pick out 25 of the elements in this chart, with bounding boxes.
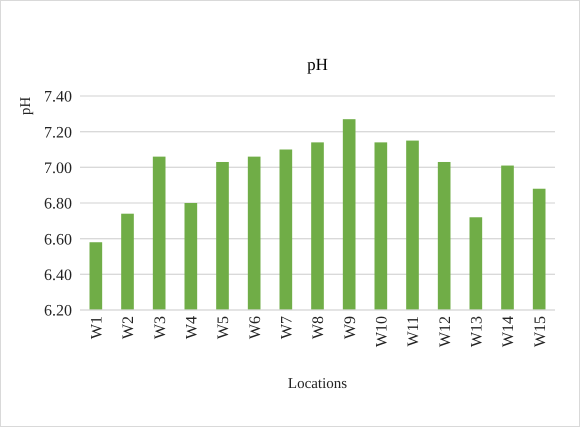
y-tick-label: 6.60: [44, 231, 72, 248]
x-tick-label: W10: [373, 316, 390, 348]
x-tick-label: W11: [405, 316, 422, 347]
x-tick-label: W3: [152, 316, 169, 340]
x-tick-label: W6: [246, 316, 264, 340]
y-tick-label: 7.00: [44, 160, 72, 177]
x-tick-label: W1: [88, 316, 106, 340]
x-tick-label: W12: [436, 316, 454, 348]
x-tick-label: W4: [183, 316, 200, 340]
x-tick-label: W7: [278, 316, 296, 340]
x-tick-label: W8: [310, 316, 328, 340]
y-tick-label: 6.20: [44, 302, 72, 320]
chart-title: pH: [307, 55, 328, 74]
x-tick-label: W5: [215, 316, 232, 340]
x-tick-label: W14: [500, 316, 518, 348]
y-tick-label: 7.20: [44, 124, 72, 142]
y-tick-label: 6.40: [44, 266, 72, 284]
x-axis-title: Locations: [288, 376, 348, 392]
y-tick-label: 6.80: [44, 196, 72, 213]
x-tick-label: W15: [532, 316, 549, 348]
x-tick-label: W2: [120, 316, 138, 340]
y-axis-title: pH: [18, 96, 34, 116]
y-tick-label: 7.40: [44, 88, 72, 106]
x-tick-label: W9: [342, 316, 359, 340]
x-tick-label: W13: [468, 316, 486, 348]
